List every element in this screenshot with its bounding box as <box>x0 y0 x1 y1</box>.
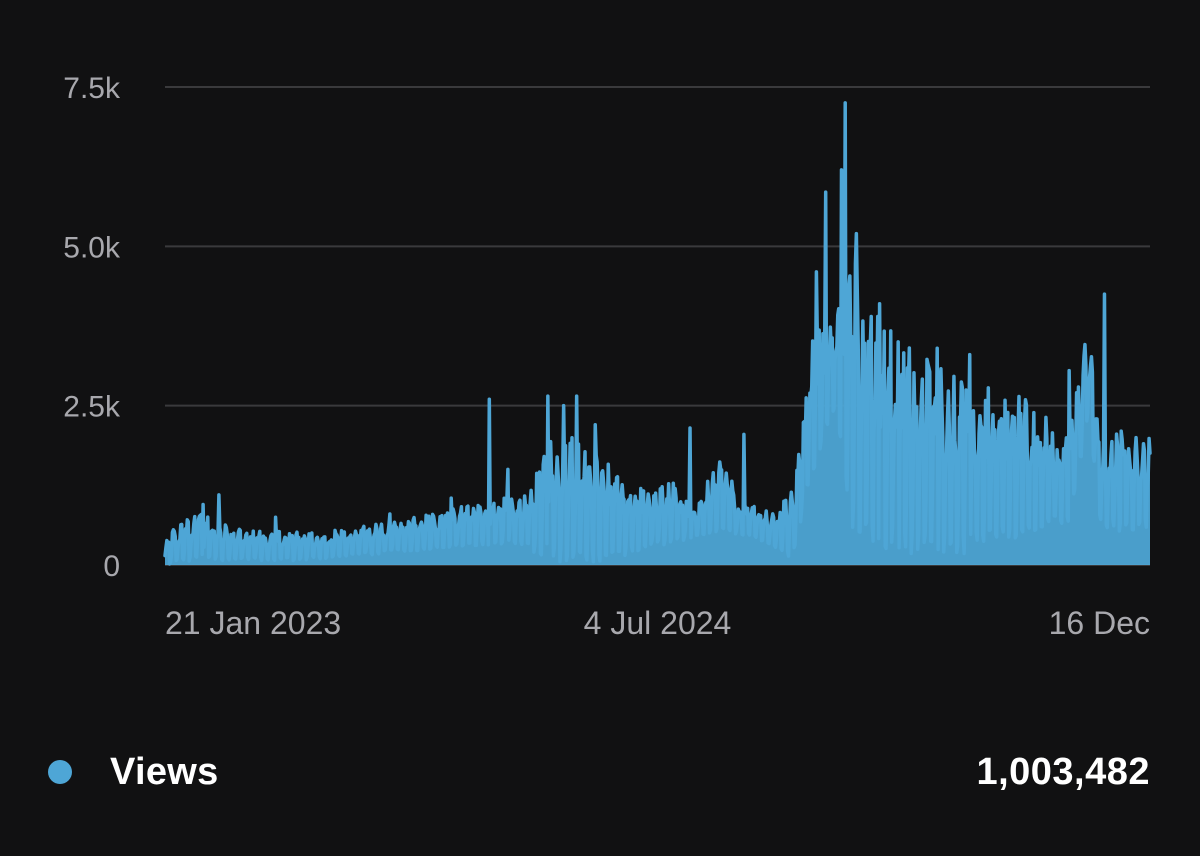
plot-area <box>163 101 1152 566</box>
x-tick-label: 16 Dec <box>1049 605 1150 641</box>
legend-row: Views 1,003,482 <box>48 744 1150 800</box>
y-axis-ticks: 0 2.5k 5.0k 7.5k <box>63 72 121 583</box>
y-tick-label: 7.5k <box>63 72 121 105</box>
y-tick-label: 0 <box>103 550 120 583</box>
legend-entry[interactable]: Views <box>48 751 219 794</box>
y-tick-label: 2.5k <box>63 391 121 424</box>
legend-label: Views <box>110 750 219 793</box>
x-tick-label: 4 Jul 2024 <box>584 605 732 641</box>
chart-svg: 0 2.5k 5.0k 7.5k 21 Jan 2023 4 Jul 2024 16 De… <box>63 72 1152 641</box>
x-axis-ticks: 21 Jan 2023 4 Jul 2024 16 Dec <box>165 605 1150 641</box>
x-tick-label: 21 Jan 2023 <box>165 605 341 641</box>
total-views: 1,003,482 <box>976 750 1150 793</box>
views-series-line <box>163 101 1152 566</box>
legend-dot-icon <box>48 760 72 784</box>
y-tick-label: 5.0k <box>63 231 121 264</box>
